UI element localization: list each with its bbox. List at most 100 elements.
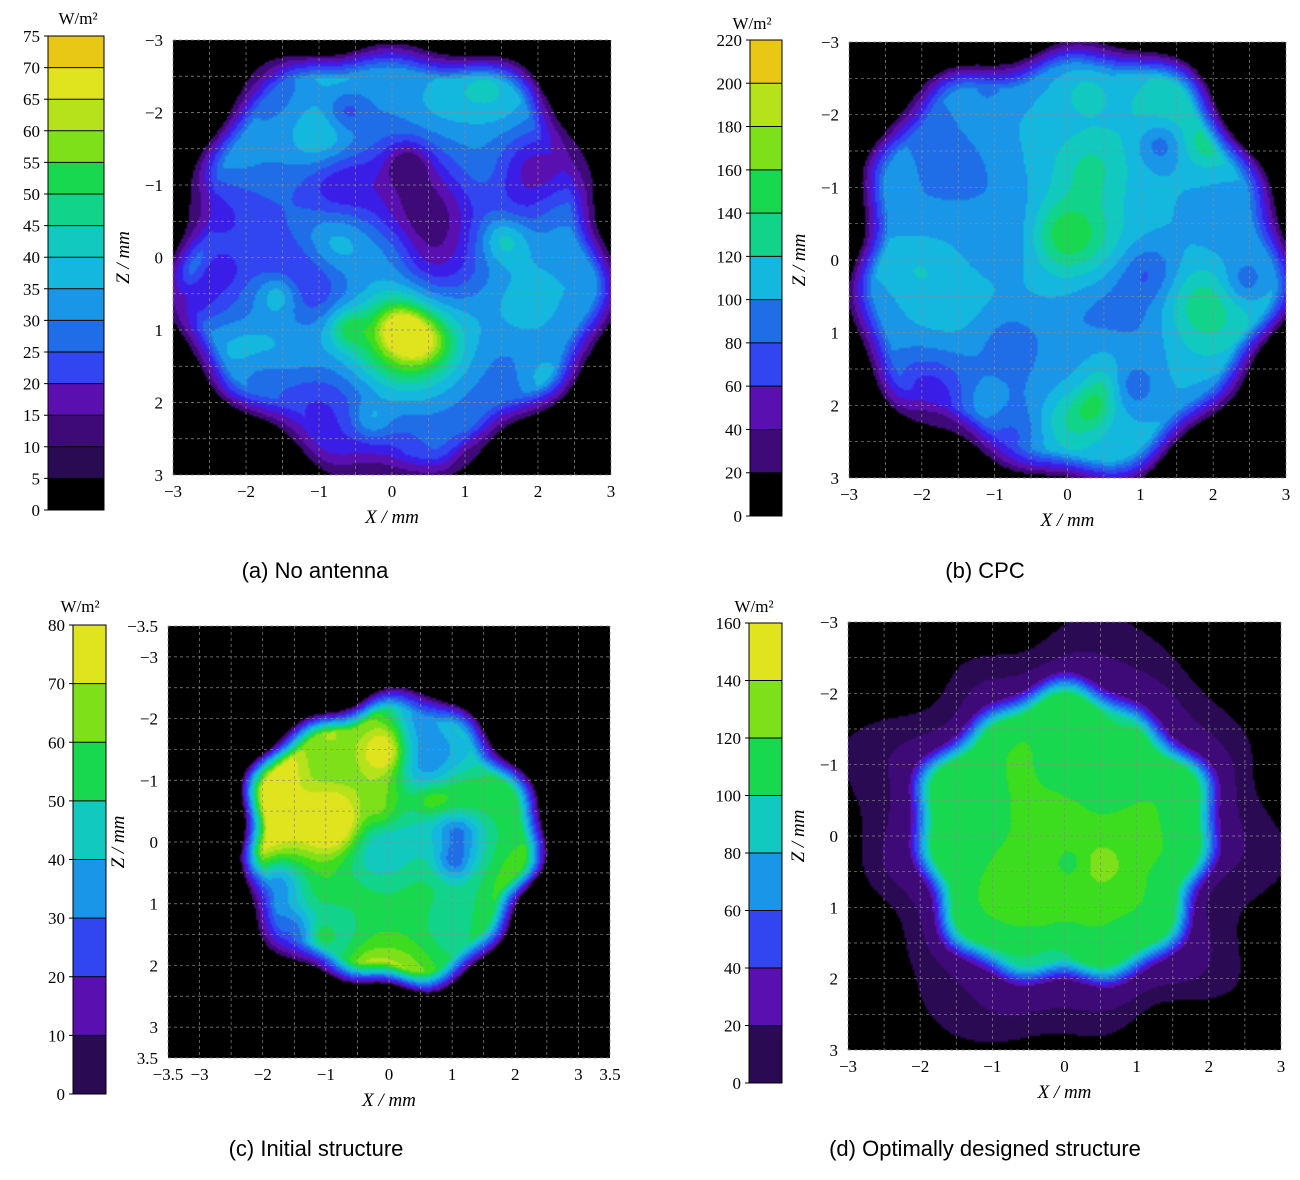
colorbar-segment [48, 67, 104, 100]
colorbar-segment [749, 738, 782, 796]
colorbar-tick-label: 120 [716, 729, 742, 748]
x-tick-label: 1 [1136, 485, 1145, 504]
y-axis-label: Z / mm [113, 231, 134, 284]
colorbar-tick-label: 70 [23, 59, 40, 78]
colorbar-tick-label: 0 [32, 501, 41, 520]
colorbar-segment [48, 320, 104, 353]
grid [847, 621, 1282, 1051]
colorbar-tick-label: 40 [724, 959, 741, 978]
x-tick-label: −3 [839, 1057, 857, 1076]
colorbar-tick-label: 10 [23, 438, 40, 457]
x-tick-label: 2 [534, 482, 543, 501]
colorbar-tick-label: 160 [716, 614, 742, 633]
y-tick-label: 1 [155, 321, 164, 340]
x-tick-label: 0 [388, 482, 397, 501]
panel-caption: (c) Initial structure [229, 1136, 404, 1161]
y-tick-label: 2 [150, 956, 159, 975]
colorbar-tick-label: 140 [717, 204, 743, 223]
x-tick-label: −1 [317, 1065, 335, 1084]
x-tick-label: 0 [1063, 485, 1072, 504]
x-tick-label: −3 [164, 482, 182, 501]
x-tick-label: −2 [254, 1065, 272, 1084]
colorbar-segment [750, 472, 782, 517]
colorbar-segment [48, 415, 104, 448]
colorbar-segment [749, 1025, 782, 1084]
colorbar-segment [750, 342, 782, 387]
colorbar-tick-label: 60 [724, 902, 741, 921]
colorbar-tick-label: 55 [23, 153, 40, 172]
x-tick-label: 1 [1132, 1057, 1141, 1076]
colorbar-tick-label: 80 [725, 334, 742, 353]
colorbar-segment [750, 169, 782, 214]
colorbar-segment [48, 130, 104, 163]
x-tick-label: 3 [607, 482, 616, 501]
colorbar-tick-label: 20 [48, 968, 65, 987]
colorbar-segment [73, 800, 106, 860]
panel-caption: (d) Optimally designed structure [829, 1136, 1141, 1161]
x-tick-label: −3 [840, 485, 858, 504]
y-tick-label: −3 [145, 31, 163, 50]
y-axis-label: Z / mm [789, 234, 810, 287]
colorbar-tick-label: 65 [23, 90, 40, 109]
colorbar-tick-label: 70 [48, 675, 65, 694]
y-tick-label: −3 [820, 613, 838, 632]
x-tick-label: 0 [385, 1065, 394, 1084]
colorbar-segment [48, 383, 104, 416]
colorbar-segment [749, 795, 782, 854]
x-axis-label: X / mm [1040, 510, 1095, 531]
y-tick-label: 0 [150, 833, 159, 852]
colorbar-tick-label: 40 [48, 851, 65, 870]
x-tick-label: 2 [1205, 1057, 1214, 1076]
colorbar-segment [750, 386, 782, 430]
colorbar-segment [48, 352, 104, 385]
colorbar-segment [750, 213, 782, 257]
colorbar-segment [73, 918, 106, 978]
colorbar-segment [750, 126, 782, 171]
colorbar-tick-label: 35 [23, 280, 40, 299]
colorbar-segment [750, 83, 782, 128]
y-tick-label: 2 [830, 970, 839, 989]
colorbar-segment [750, 299, 782, 344]
colorbar-tick-label: 80 [48, 616, 65, 635]
colorbar-tick-label: 60 [48, 733, 65, 752]
colorbar-unit: W/m² [734, 597, 773, 616]
colorbar-segment [750, 40, 782, 84]
colorbar-tick-label: 50 [48, 792, 65, 811]
y-tick-label: −3 [140, 648, 158, 667]
y-tick-label: −2 [145, 104, 163, 123]
colorbar-tick-label: 0 [57, 1085, 66, 1104]
y-axis-label: Z / mm [788, 810, 809, 863]
colorbar-segment [73, 742, 106, 802]
y-tick-label: 2 [831, 396, 840, 415]
colorbar-segment [48, 36, 104, 69]
x-tick-label: 3.5 [599, 1065, 620, 1084]
y-tick-label: 0 [831, 251, 840, 270]
colorbar-segment [48, 257, 104, 290]
y-tick-label: 0 [830, 827, 839, 846]
colorbar-segment [73, 859, 106, 919]
colorbar-segment [48, 99, 104, 132]
x-tick-label: −1 [983, 1057, 1001, 1076]
y-tick-label: −1 [140, 771, 158, 790]
y-tick-label: −1 [821, 178, 839, 197]
colorbar-tick-label: 30 [23, 311, 40, 330]
colorbar-segment [48, 288, 104, 321]
colorbar-tick-label: 20 [23, 375, 40, 394]
colorbar-tick-label: 60 [725, 377, 742, 396]
colorbar-tick-label: 20 [725, 464, 742, 483]
x-tick-label: 3 [574, 1065, 583, 1084]
colorbar-tick-label: 40 [23, 248, 40, 267]
colorbar-tick-label: 100 [717, 291, 743, 310]
colorbar-tick-label: 25 [23, 343, 40, 362]
colorbar-unit: W/m² [60, 597, 99, 616]
colorbar-segment [750, 429, 782, 474]
colorbar-tick-label: 0 [733, 1074, 742, 1093]
x-tick-label: −1 [310, 482, 328, 501]
colorbar-tick-label: 200 [717, 74, 743, 93]
colorbar-tick-label: 140 [716, 672, 742, 691]
colorbar-tick-label: 60 [23, 122, 40, 141]
